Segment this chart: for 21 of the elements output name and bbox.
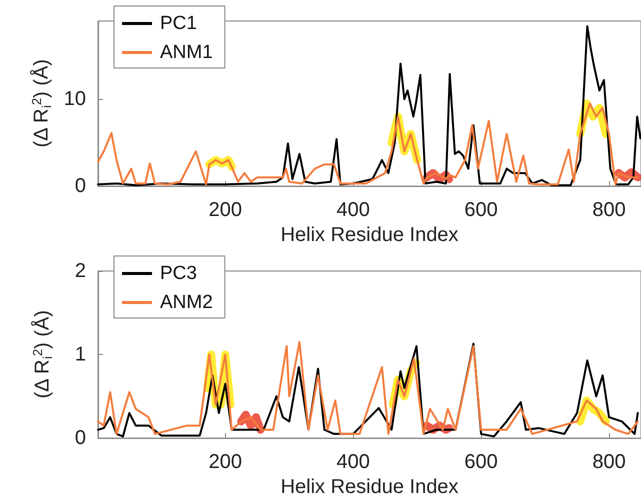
y-axis-title: (Δ Ri2) (Å) [30,310,55,399]
x-tick-label: 200 [208,451,242,474]
legend-label: PC1 [160,13,197,34]
y-tick-label: 2 [74,260,86,282]
legend-label: ANM2 [160,292,213,313]
x-tick-label: 800 [592,451,626,474]
x-tick-label: 400 [336,451,370,474]
x-axis-title: Helix Residue Index [280,224,458,246]
x-tick-label: 800 [592,199,626,222]
x-tick-label: 600 [464,199,498,222]
legend-label: PC3 [160,263,197,284]
x-tick-label: 400 [336,199,370,222]
legend-label: ANM1 [160,42,213,63]
y-tick-label: 10 [64,88,86,110]
x-axis-title: Helix Residue Index [280,476,458,498]
x-tick-label: 600 [464,451,498,474]
x-tick-label: 200 [208,199,242,222]
y-tick-label: 1 [74,344,86,366]
y-tick-label: 0 [74,427,86,450]
y-tick-label: 0 [74,175,86,198]
y-axis-title: (Δ Ri2) (Å) [28,59,54,148]
